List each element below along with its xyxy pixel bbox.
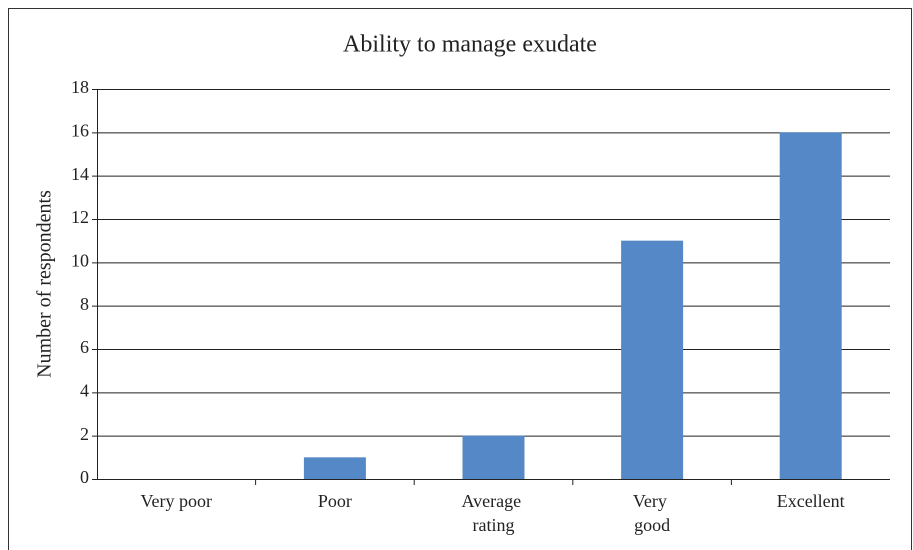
frame	[8, 8, 912, 550]
x-tick-label: Very poor	[141, 491, 212, 511]
bar	[303, 457, 366, 479]
x-tick-label: Average rating	[461, 491, 525, 535]
y-tick-label: 0	[80, 467, 89, 487]
x-tick-label: Poor	[318, 491, 352, 511]
y-tick-label: 14	[71, 164, 89, 184]
y-tick-label: 18	[71, 77, 89, 97]
y-tick-label: 4	[80, 380, 89, 400]
x-tick-label: Very good	[633, 491, 672, 535]
y-axis-label: Number of respondents	[34, 190, 56, 378]
y-tick-label: 12	[71, 207, 89, 227]
bar	[621, 240, 684, 479]
y-tick-label: 16	[71, 120, 89, 140]
y-tick-label: 2	[80, 424, 89, 444]
bar	[462, 435, 525, 479]
bar	[779, 132, 842, 480]
y-tick-label: 6	[80, 337, 89, 357]
chart-title: Ability to manage exudate	[343, 32, 597, 58]
x-tick-label: Excellent	[777, 491, 845, 511]
y-tick-label: 10	[71, 250, 89, 270]
y-tick-label: 8	[80, 294, 89, 314]
